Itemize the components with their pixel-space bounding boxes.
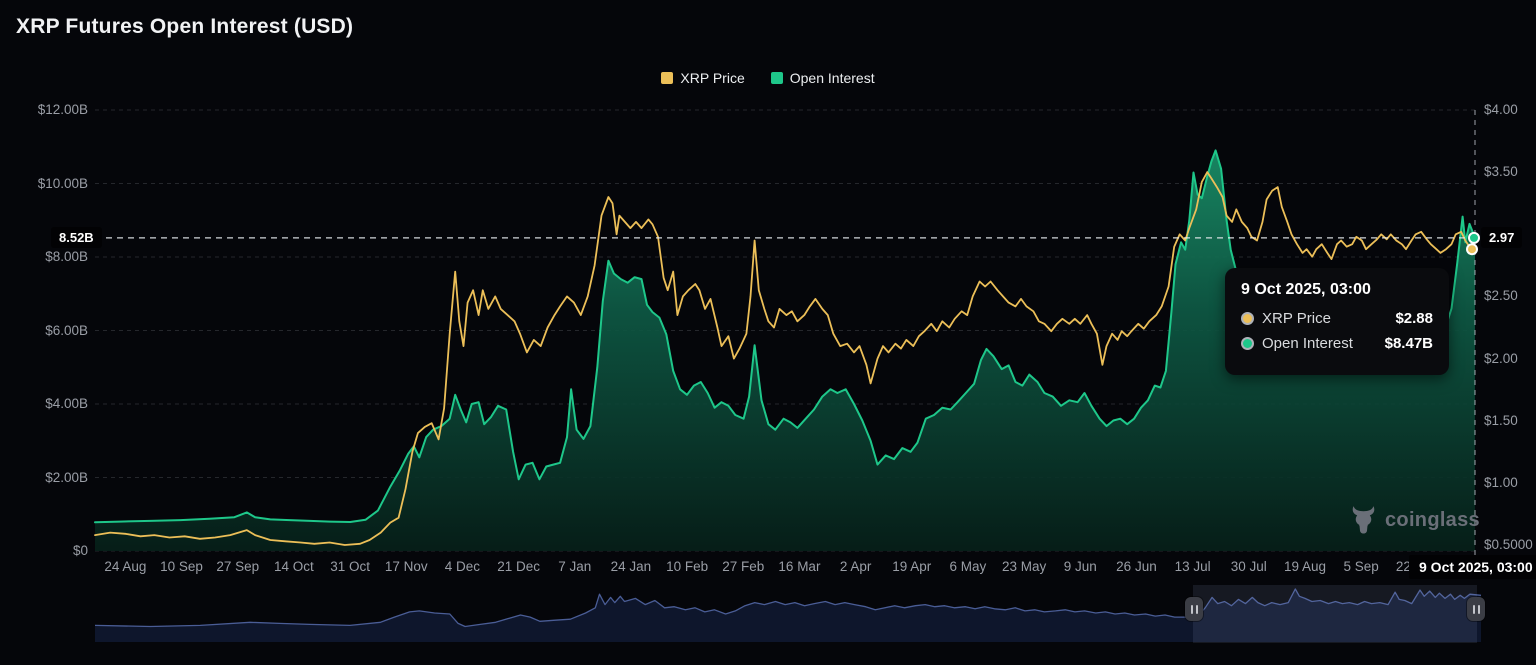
x-axis-tick: 5 Sep	[1343, 559, 1379, 574]
xrp-price-swatch-icon	[661, 72, 674, 84]
right-axis-tick: $3.50	[1484, 164, 1518, 180]
x-axis-tick: 10 Sep	[160, 559, 203, 574]
right-axis-tick: $1.00	[1484, 474, 1518, 490]
drag-handle-icon	[1190, 604, 1193, 614]
drag-handle-icon	[1472, 604, 1475, 614]
left-axis-tick: $12.00B	[37, 102, 88, 117]
navigator-right-handle[interactable]	[1467, 597, 1485, 621]
current-open-interest-badge: 8.52B	[51, 227, 102, 248]
tooltip-row-xrp-price: XRP Price $2.88	[1241, 310, 1433, 327]
left-axis-tick: $6.00B	[45, 322, 88, 338]
x-axis-tick: 23 May	[1001, 559, 1047, 574]
page-title: XRP Futures Open Interest (USD)	[16, 15, 354, 38]
xrp-price-dot-icon	[1241, 312, 1254, 325]
x-axis-tick: 24 Jan	[610, 559, 652, 574]
x-axis-tick: 30 Jul	[1230, 559, 1267, 574]
left-axis-tick: $4.00B	[45, 396, 88, 411]
right-axis-tick: $4.00	[1484, 102, 1518, 117]
x-axis-tick: 10 Feb	[666, 559, 709, 574]
right-axis-tick: $1.50	[1484, 412, 1518, 428]
open-interest-dot-icon	[1241, 337, 1254, 350]
left-axis-tick: $0	[72, 543, 88, 558]
coinglass-bull-icon	[1352, 506, 1375, 534]
x-axis-tick: 21 Dec	[497, 559, 540, 574]
x-axis-tick: 27 Feb	[722, 559, 765, 574]
x-axis-tick: 27 Sep	[216, 559, 260, 574]
right-axis-tick: $2.00	[1484, 350, 1518, 366]
x-axis-tick: 2 Apr	[839, 559, 872, 574]
left-axis-tick: $8.00B	[45, 249, 88, 264]
x-axis-tick: 16 Mar	[778, 559, 821, 574]
x-axis-tick: 13 Jul	[1174, 559, 1211, 574]
x-axis-tick: 9 Jun	[1063, 559, 1097, 574]
tooltip-row-open-interest: Open Interest $8.47B	[1241, 335, 1433, 352]
watermark-text: coinglass	[1385, 508, 1480, 531]
right-axis-tick: $0.5000	[1484, 536, 1533, 552]
x-axis-tick: 4 Dec	[444, 559, 481, 574]
open-interest-swatch-icon	[770, 72, 783, 84]
tooltip-row-label: Open Interest	[1262, 335, 1353, 352]
x-axis-tick: 14 Oct	[274, 559, 314, 574]
x-axis-tick: 24 Aug	[104, 559, 147, 574]
x-axis-tick: 19 Apr	[892, 559, 932, 574]
x-axis-tick: 6 May	[949, 559, 987, 574]
x-axis-tick: 19 Aug	[1283, 559, 1326, 574]
legend-item-xrp-price[interactable]: XRP Price	[661, 70, 745, 86]
left-axis-tick: $2.00B	[45, 469, 88, 485]
current-time-axis-label: 9 Oct 2025, 03:00	[1409, 555, 1536, 579]
tooltip: 9 Oct 2025, 03:00 XRP Price $2.88 Open I…	[1225, 268, 1449, 375]
x-axis-tick: 7 Jan	[558, 559, 592, 574]
navigator-left-handle[interactable]	[1185, 597, 1203, 621]
legend-item-open-interest[interactable]: Open Interest	[770, 70, 875, 86]
right-axis-tick: $2.50	[1484, 288, 1518, 304]
tooltip-row-label: XRP Price	[1262, 310, 1331, 327]
x-axis-tick: 26 Jun	[1116, 559, 1157, 574]
tooltip-row-value: $2.88	[1395, 310, 1433, 327]
navigator-selection[interactable]	[1193, 585, 1477, 643]
x-axis-tick: 17 Nov	[384, 559, 428, 574]
legend: XRP Price Open Interest	[0, 70, 1536, 86]
watermark: coinglass	[1350, 505, 1480, 535]
drag-handle-icon	[1477, 604, 1480, 614]
tooltip-row-value: $8.47B	[1384, 335, 1433, 352]
legend-label: XRP Price	[680, 70, 745, 86]
legend-label: Open Interest	[789, 70, 875, 86]
current-price-badge: 2.97	[1481, 227, 1523, 248]
x-axis-tick: 31 Oct	[330, 559, 370, 574]
left-axis-tick: $10.00B	[37, 175, 88, 191]
drag-handle-icon	[1195, 604, 1198, 614]
tooltip-title: 9 Oct 2025, 03:00	[1241, 281, 1371, 298]
